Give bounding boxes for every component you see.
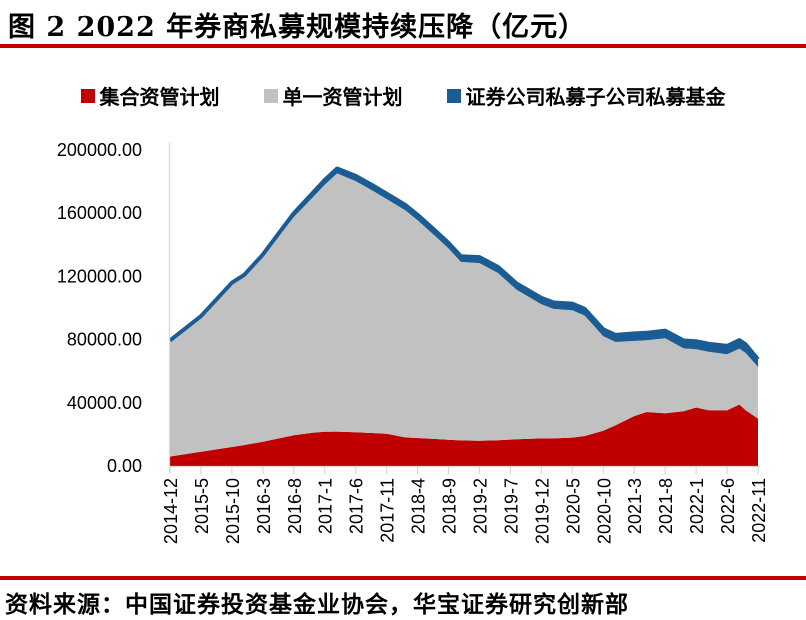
figure-title: 图 2 2022 年券商私募规模持续压降（亿元） [8,12,587,43]
chart-legend: 集合资管计划 单一资管计划 证券公司私募子公司私募基金 [0,81,806,110]
x-axis-tick-label: 2022-11 [749,478,769,543]
line-total-top [168,166,760,361]
legend-item-subsidiary: 证券公司私募子公司私募基金 [446,81,726,110]
legend-item-single: 单一资管计划 [263,81,403,110]
x-axis-tick-label: 2019-2 [470,478,490,534]
area-subsidiary-fund [170,168,758,367]
area-collective-plan [170,404,758,466]
legend-swatch-collective-icon [80,88,95,103]
x-axis-tick-label: 2022-6 [718,478,738,534]
y-axis-tick-label: 160000.00 [57,203,142,223]
legend-label-single: 单一资管计划 [282,85,403,109]
x-axis-tick-label: 2015-10 [223,478,243,544]
x-axis-tick-label: 2016-3 [254,478,274,534]
x-axis-tick-label: 2016-8 [285,478,305,534]
stacked-area-chart: 0.00 40000.00 80000.00 120000.00 160000.00 20… [57,140,769,544]
legend-swatch-subsidiary-icon [446,88,461,103]
area-single-plan [170,173,758,457]
x-axis-tick-label: 2014-12 [161,478,181,544]
y-axis-tick-label: 200000.00 [57,140,142,160]
x-axis-tick-label: 2020-5 [563,478,583,534]
legend-item-collective: 集合资管计划 [80,81,220,110]
x-axis-tick-label: 2018-4 [409,478,429,534]
y-axis-tick-label: 120000.00 [57,266,142,286]
title-underline [0,44,806,48]
y-axis-tick-label: 0.00 [107,456,142,476]
x-axis-tick-label: 2017-1 [316,478,336,534]
y-axis-tick-label: 80000.00 [67,330,142,350]
x-axis-tick-label: 2020-10 [594,478,614,544]
x-axis-tick-label: 2015-5 [192,478,212,534]
legend-swatch-single-icon [263,88,278,103]
legend-label-collective: 集合资管计划 [99,85,220,109]
x-axis-tick-label: 2022-1 [687,478,707,534]
x-axis-tick-label: 2017-6 [347,478,367,534]
x-axis-tick-label: 2017-11 [378,478,398,543]
x-axis-tick-label: 2019-7 [501,478,521,534]
footer-rule [0,576,806,580]
x-axis-tick-label: 2021-8 [656,478,676,534]
legend-label-subsidiary: 证券公司私募子公司私募基金 [465,85,726,109]
source-note: 资料来源：中国证券投资基金业协会，华宝证券研究创新部 [5,591,629,618]
y-axis-tick-label: 40000.00 [67,393,142,413]
x-axis-tick-label: 2021-3 [625,478,645,534]
x-axis-tick-label: 2018-9 [440,478,460,534]
x-axis-tick-label: 2019-12 [532,478,552,544]
